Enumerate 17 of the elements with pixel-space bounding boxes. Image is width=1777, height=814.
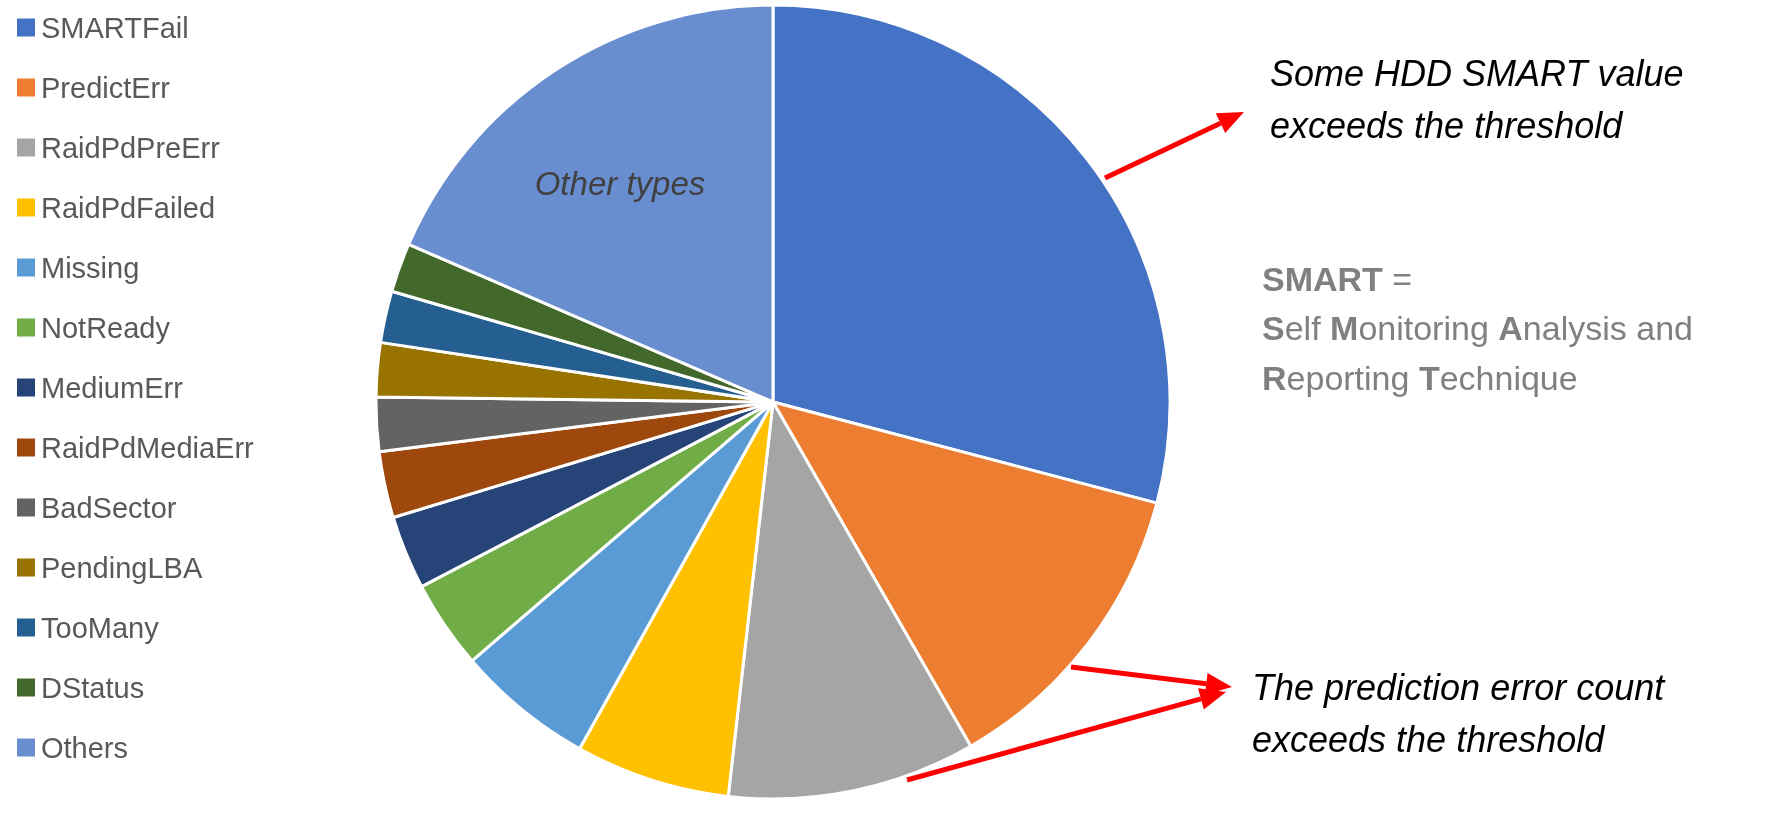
legend-label: PredictErr [41,71,171,104]
legend-label: NotReady [41,311,171,344]
legend-label: DStatus [41,671,145,704]
legend-label: Others [41,731,129,764]
legend-label: SMARTFail [41,11,189,44]
legend-label: RaidPdMediaErr [41,431,255,464]
legend-label: RaidPdPreErr [41,131,221,164]
text: Other types [533,164,707,204]
text: The prediction error count exceeds the threshold [1252,666,1667,763]
legend-label: MediumErr [41,371,184,404]
legend-label: Missing [41,251,140,284]
text: SMART = Self Monitoring Analysis and Reporting Technique [1262,260,1693,397]
legend-label: BadSector [41,491,177,524]
legend-label: PendingLBA [41,551,203,584]
text: Some HDD SMART value exceeds the threshold [1270,52,1685,149]
legend-label: RaidPdFailed [41,191,216,224]
legend-label: TooMany [41,611,160,644]
